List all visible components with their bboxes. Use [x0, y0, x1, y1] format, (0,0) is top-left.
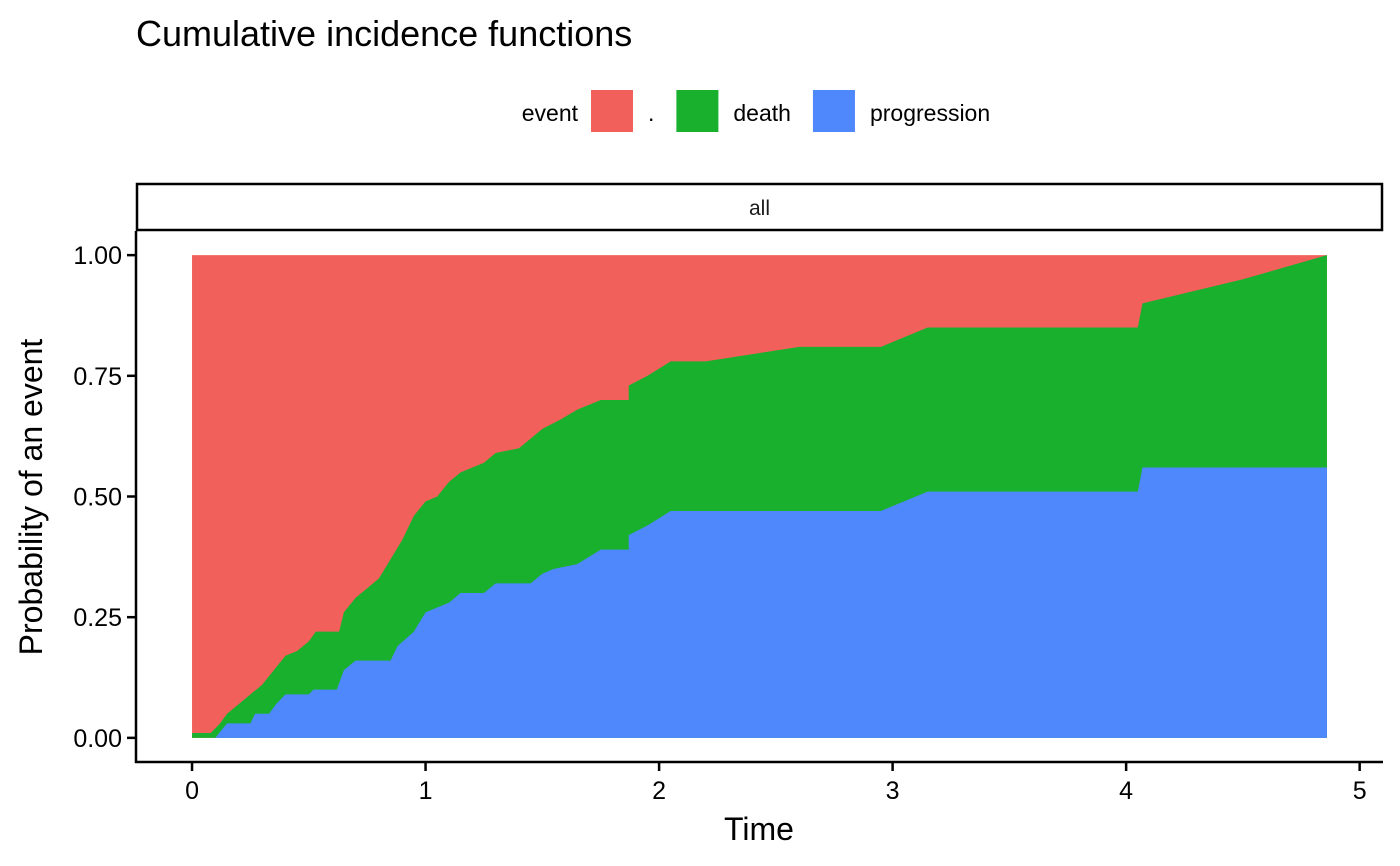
legend-label-progression: progression — [870, 100, 990, 126]
x-tick-label: 5 — [1353, 777, 1367, 805]
legend-title: event — [522, 100, 579, 126]
y-tick-label: 0.50 — [73, 484, 122, 512]
legend-label-dot: . — [648, 100, 654, 126]
x-tick-label: 1 — [419, 777, 433, 805]
chart-title: Cumulative incidence functions — [136, 13, 632, 54]
x-tick-label: 0 — [185, 777, 199, 805]
x-tick-label: 3 — [886, 777, 900, 805]
facet-strip: all — [135, 182, 1384, 232]
plot-panel — [192, 255, 1327, 738]
legend-label-death: death — [733, 100, 791, 126]
legend-key-death — [676, 90, 719, 132]
x-tick-label: 4 — [1119, 777, 1133, 805]
y-tick-label: 0.25 — [73, 604, 122, 632]
legend: event . death progression — [522, 90, 990, 132]
y-axis-title: Probability of an event — [13, 339, 49, 656]
facet-strip-label: all — [749, 197, 770, 220]
y-tick-label: 0.00 — [73, 725, 122, 753]
axes: 0 1 2 3 4 5 0.00 0.25 0.50 0.75 1.00 — [73, 231, 1383, 805]
y-tick-label: 1.00 — [73, 242, 122, 270]
x-tick-label: 2 — [652, 777, 666, 805]
area-progression — [192, 467, 1327, 738]
legend-key-dot — [591, 90, 633, 132]
y-tick-label: 0.75 — [73, 363, 122, 391]
legend-key-progression — [812, 90, 855, 132]
x-axis-title: Time — [724, 811, 794, 847]
